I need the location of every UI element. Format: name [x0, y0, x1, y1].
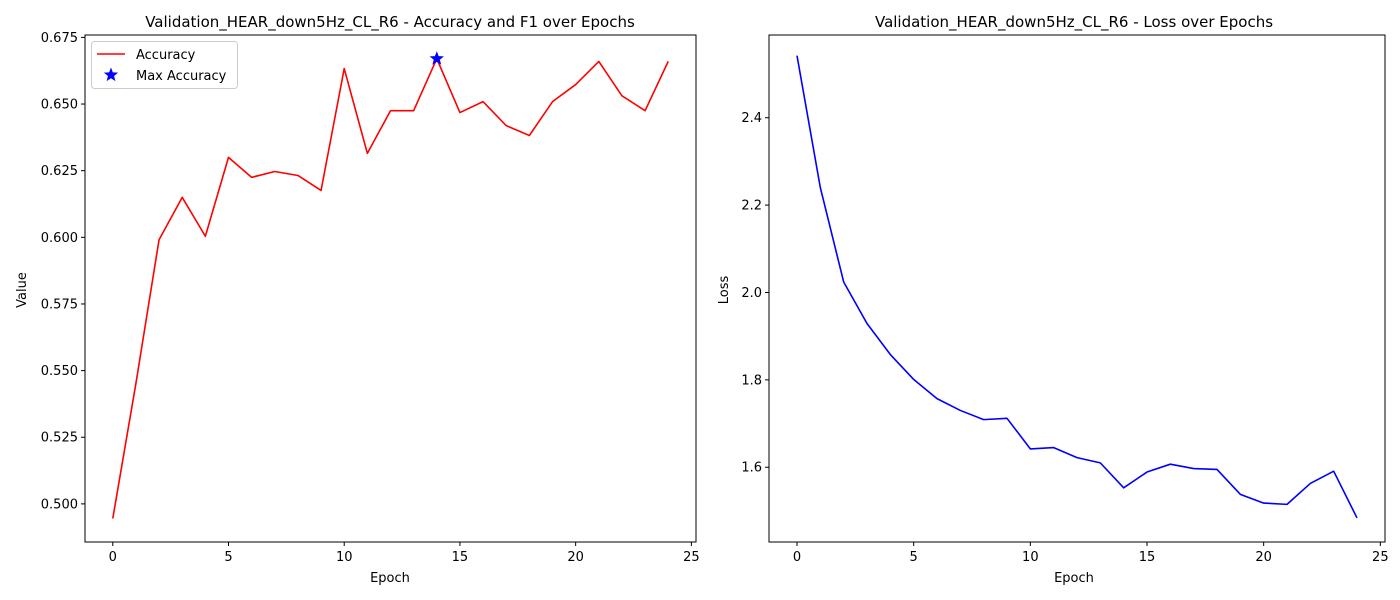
- x-tick-label: 0: [793, 550, 801, 565]
- accuracy-chart: Validation_HEAR_down5Hz_CL_R6 - Accuracy…: [15, 13, 700, 586]
- x-tick-label: 25: [1372, 550, 1389, 565]
- x-tick-label: 0: [109, 550, 117, 565]
- x-tick-label: 10: [336, 550, 353, 565]
- y-tick-label: 0.650: [41, 98, 78, 113]
- loss-chart-ylabel: Loss: [717, 276, 732, 305]
- y-tick-label: 0.550: [41, 364, 78, 379]
- accuracy-chart-frame: [84, 34, 697, 543]
- y-tick-label: 0.600: [41, 231, 78, 246]
- x-tick-label: 10: [1022, 550, 1039, 565]
- loss-chart: Validation_HEAR_down5Hz_CL_R6 - Loss ove…: [717, 13, 1389, 586]
- y-tick-label: 0.675: [41, 31, 78, 46]
- accuracy-chart-markers: [429, 51, 444, 65]
- accuracy-chart-title: Validation_HEAR_down5Hz_CL_R6 - Accuracy…: [145, 13, 635, 32]
- y-tick-label: 1.6: [741, 461, 762, 476]
- legend-box: [91, 41, 238, 89]
- loss-chart-xlabel: Epoch: [1054, 571, 1094, 586]
- series-line-0: [111, 57, 669, 519]
- legend-max-accuracy-star: [103, 67, 119, 82]
- accuracy-chart-series: [111, 57, 669, 519]
- x-tick-label: 15: [452, 550, 469, 565]
- x-tick-label: 25: [683, 550, 700, 565]
- y-tick-label: 0.525: [41, 431, 78, 446]
- loss-chart-ticks: 0 5 10 15 20 25 1.6 1.8 2.0 2.2 2.4: [741, 111, 1388, 565]
- loss-chart-series: [796, 55, 1358, 519]
- series-line-0: [796, 55, 1358, 519]
- legend-accuracy-label: Accuracy: [136, 48, 196, 63]
- accuracy-chart-legend: Accuracy Max Accuracy: [91, 41, 238, 89]
- x-tick-label: 20: [567, 550, 584, 565]
- y-tick-label: 2.2: [741, 199, 762, 214]
- y-tick-label: 0.625: [41, 164, 78, 179]
- y-tick-label: 2.0: [741, 286, 762, 301]
- x-tick-label: 5: [910, 550, 918, 565]
- loss-chart-frame: [768, 34, 1386, 543]
- loss-chart-title: Validation_HEAR_down5Hz_CL_R6 - Loss ove…: [875, 13, 1273, 32]
- max-accuracy-marker: [429, 51, 444, 65]
- y-tick-label: 1.8: [741, 373, 762, 388]
- y-tick-label: 0.500: [41, 497, 78, 512]
- legend-max-accuracy-label: Max Accuracy: [136, 69, 227, 84]
- accuracy-chart-xlabel: Epoch: [370, 571, 410, 586]
- x-tick-label: 15: [1139, 550, 1156, 565]
- accuracy-chart-ylabel: Value: [15, 272, 30, 308]
- accuracy-chart-ticks: 0 5 10 15 20 25 0.500 0.525 0.550 0.575 0.600 0.625…: [41, 31, 700, 565]
- x-tick-label: 5: [224, 550, 232, 565]
- y-tick-label: 0.575: [41, 297, 78, 312]
- y-tick-label: 2.4: [741, 111, 762, 126]
- x-tick-label: 20: [1255, 550, 1272, 565]
